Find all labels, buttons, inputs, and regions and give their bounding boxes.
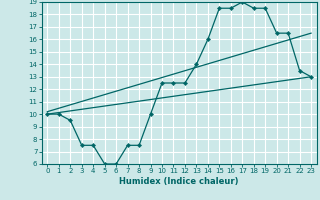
X-axis label: Humidex (Indice chaleur): Humidex (Indice chaleur) (119, 177, 239, 186)
